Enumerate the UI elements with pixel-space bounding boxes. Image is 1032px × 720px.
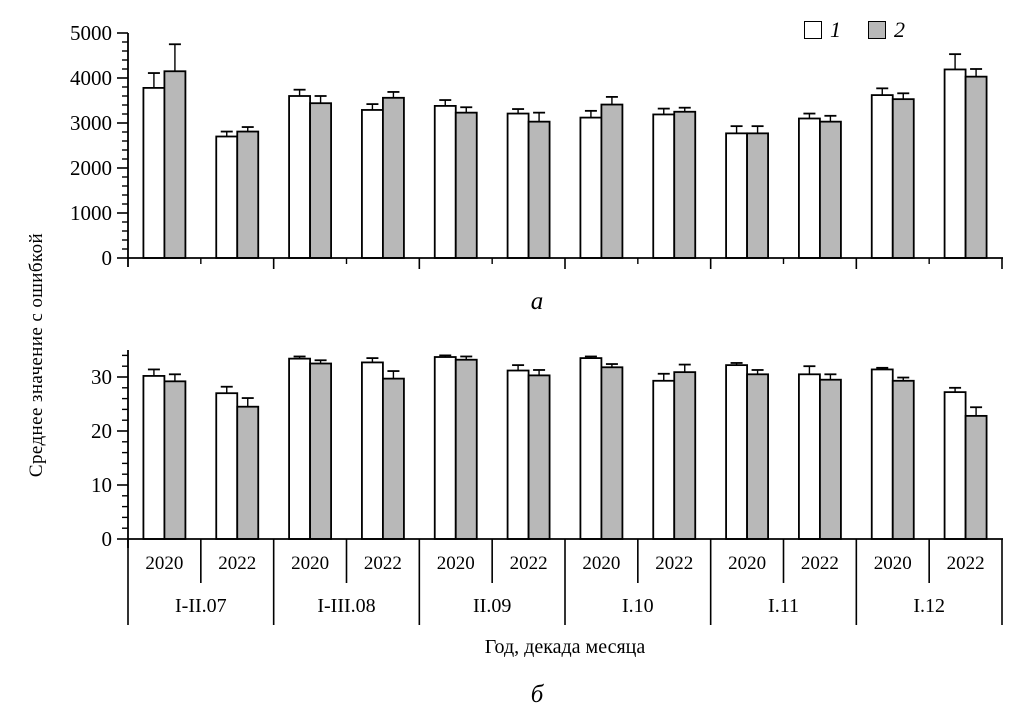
bar-series2 bbox=[309, 102, 332, 259]
bar-series1 bbox=[579, 116, 603, 259]
y-tick-label: 1000 bbox=[70, 201, 112, 225]
bar-series1 bbox=[506, 369, 530, 540]
legend: 1 2 bbox=[804, 19, 905, 41]
bar-series1 bbox=[215, 135, 239, 259]
year-label: 2020 bbox=[874, 553, 912, 574]
bar-series1 bbox=[215, 392, 239, 540]
bar-series2 bbox=[746, 373, 769, 540]
bar-series2 bbox=[163, 70, 187, 259]
bar-series2 bbox=[309, 362, 332, 540]
year-label: 2022 bbox=[510, 553, 548, 574]
y-tick-label: 5000 bbox=[70, 21, 112, 45]
bar-series1 bbox=[798, 117, 821, 259]
y-axis-title: Среднее значение с ошибкой bbox=[26, 232, 47, 478]
bar-series2 bbox=[163, 380, 187, 540]
bar-series1 bbox=[798, 373, 821, 540]
bar-series1 bbox=[142, 87, 166, 259]
y-tick-label: 0 bbox=[102, 527, 113, 551]
bar-series2 bbox=[527, 120, 551, 259]
year-label: 2020 bbox=[437, 553, 475, 574]
y-tick-label: 10 bbox=[91, 473, 112, 497]
y-tick-label: 20 bbox=[91, 419, 112, 443]
bar-series1 bbox=[288, 95, 311, 259]
bar-series2 bbox=[673, 110, 697, 259]
bar-series2 bbox=[819, 120, 842, 259]
legend-label-series2: 2 bbox=[894, 17, 905, 42]
bar-series2 bbox=[527, 374, 551, 540]
bar-series1 bbox=[579, 357, 603, 540]
group-label: I.10 bbox=[622, 595, 654, 617]
bar-series2 bbox=[236, 130, 260, 259]
legend-item-series2: 2 bbox=[868, 19, 905, 41]
x-axis-title: Год, декада месяца bbox=[484, 636, 646, 658]
group-label: II.09 bbox=[473, 595, 511, 617]
y-tick-label: 2000 bbox=[70, 156, 112, 180]
bar-series1 bbox=[725, 132, 748, 259]
year-label: 2022 bbox=[655, 553, 693, 574]
legend-label-series1: 1 bbox=[830, 17, 841, 42]
group-label: I.11 bbox=[768, 595, 799, 617]
bar-series1 bbox=[361, 109, 384, 259]
bar-series2 bbox=[891, 98, 915, 259]
year-label: 2020 bbox=[145, 553, 183, 574]
panel-b-label: б bbox=[530, 681, 544, 708]
year-label: 2022 bbox=[947, 553, 985, 574]
bar-series2 bbox=[454, 111, 478, 259]
year-label: 2020 bbox=[291, 553, 329, 574]
bar-series2 bbox=[746, 132, 769, 259]
group-label: I-III.08 bbox=[317, 595, 375, 617]
bar-series2 bbox=[964, 414, 988, 540]
legend-item-series1: 1 bbox=[804, 19, 841, 41]
bar-series2 bbox=[454, 358, 478, 540]
year-label: 2022 bbox=[364, 553, 402, 574]
y-tick-label: 3000 bbox=[70, 111, 112, 135]
bar-series1 bbox=[943, 391, 967, 540]
bar-series2 bbox=[600, 366, 624, 540]
legend-swatch-series1 bbox=[804, 21, 822, 39]
bar-series1 bbox=[433, 105, 457, 259]
bar-series1 bbox=[288, 357, 311, 540]
year-label: 2022 bbox=[218, 553, 256, 574]
bar-series2 bbox=[673, 371, 697, 540]
group-label: I.12 bbox=[913, 595, 945, 617]
bar-series1 bbox=[870, 94, 894, 259]
bar-series1 bbox=[725, 364, 748, 540]
year-label: 2022 bbox=[801, 553, 839, 574]
y-tick-label: 30 bbox=[91, 365, 112, 389]
y-tick-label: 4000 bbox=[70, 66, 112, 90]
bar-series1 bbox=[361, 361, 384, 540]
bar-series2 bbox=[382, 96, 405, 259]
y-tick-label: 0 bbox=[102, 246, 113, 270]
bar-series1 bbox=[652, 379, 676, 540]
group-label: I-II.07 bbox=[175, 595, 227, 617]
bar-series2 bbox=[600, 103, 624, 259]
bar-series2 bbox=[891, 379, 915, 540]
bar-series2 bbox=[382, 377, 405, 540]
bar-series1 bbox=[142, 375, 166, 540]
bar-series1 bbox=[433, 356, 457, 540]
legend-swatch-series2 bbox=[868, 21, 886, 39]
bar-series2 bbox=[236, 405, 260, 540]
bar-series2 bbox=[819, 378, 842, 540]
bar-series1 bbox=[943, 68, 967, 259]
bar-series1 bbox=[870, 368, 894, 540]
bar-series1 bbox=[652, 113, 676, 259]
bar-series1 bbox=[506, 112, 530, 259]
year-label: 2020 bbox=[582, 553, 620, 574]
panel-a-label: а bbox=[530, 288, 544, 315]
year-label: 2020 bbox=[728, 553, 766, 574]
bar-series2 bbox=[964, 75, 988, 259]
